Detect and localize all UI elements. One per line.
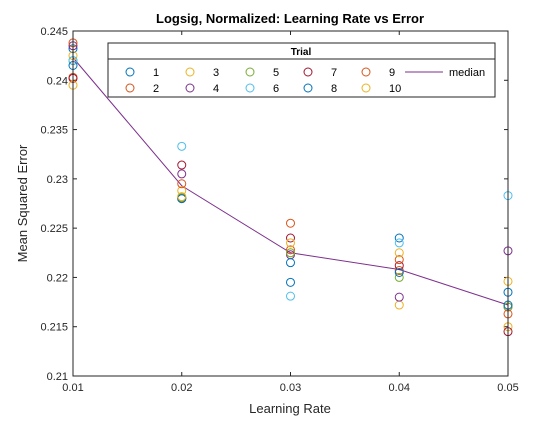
trial-7-point [394,261,404,271]
legend-marker-trial-10 [361,83,371,93]
median-line [72,57,509,306]
legend-label-trial-7: 7 [331,67,337,79]
y-tick-label: 0.245 [40,26,68,38]
x-tick-label: 0.02 [171,382,192,394]
legend-label-trial-8: 8 [331,83,337,95]
legend-label-trial-3: 3 [213,67,219,79]
legend-marker-trial-8 [303,83,313,93]
trial-9-point [286,218,295,228]
trial-7-point [177,160,187,170]
x-tick-label: 0.03 [280,382,301,394]
y-tick-label: 0.225 [40,223,68,235]
legend-label-trial-10: 10 [389,83,401,95]
y-tick-label: 0.21 [47,371,68,383]
y-tick-label: 0.23 [47,174,68,186]
legend: Trial 1 2 3 4 5 6 7 8 9 10 median [107,42,496,98]
legend-label-trial-2: 2 [153,83,159,95]
legend-marker-trial-1 [125,67,135,77]
legend-median-label: median [449,67,485,79]
y-tick-label: 0.235 [40,125,68,137]
legend-label-trial-9: 9 [389,67,395,79]
trial-1-point [286,277,295,287]
x-tick-label: 0.04 [389,382,410,394]
legend-label-trial-6: 6 [273,83,279,95]
trial-5-point [286,248,295,258]
y-tick-label: 0.215 [40,322,68,334]
legend-marker-trial-3 [185,67,195,77]
trial-2-point [286,245,295,255]
trial-6-point [286,291,295,301]
legend-title: Trial [291,47,312,58]
trial-9-point [177,179,187,189]
legend-marker-trial-9 [361,67,371,77]
trial-5-point [394,272,404,282]
trial-10-point [177,192,187,202]
trial-10-point [286,238,295,248]
legend-marker-trial-2 [125,83,135,93]
legend-label-trial-1: 1 [153,67,159,79]
legend-marker-trial-7 [303,67,313,77]
legend-marker-trial-6 [245,83,255,93]
legend-marker-trial-4 [185,83,195,93]
trial-7-point [286,233,295,243]
y-tick-label: 0.24 [47,75,68,87]
trial-10-point [394,248,404,258]
trial-6-point [394,238,404,248]
x-axis-label: Learning Rate [249,401,331,416]
legend-box [107,42,496,98]
trial-4-point [394,292,404,302]
axes-box [72,30,509,377]
trial-1-point [394,233,404,243]
trial-8-point [286,258,295,268]
legend-label-trial-4: 4 [213,83,219,95]
trial-4-point [177,169,187,179]
trial-6-point [177,141,187,151]
chart-title: Logsig, Normalized: Learning Rate vs Err… [156,11,424,26]
trial-8-point [394,268,404,277]
x-tick-label: 0.05 [497,382,518,394]
y-tick-label: 0.22 [47,272,68,284]
y-axis-label: Mean Squared Error [15,144,30,262]
legend-marker-trial-5 [245,67,255,77]
legend-label-trial-5: 5 [273,67,279,79]
x-tick-label: 0.01 [62,382,83,394]
trial-9-point [394,255,404,265]
